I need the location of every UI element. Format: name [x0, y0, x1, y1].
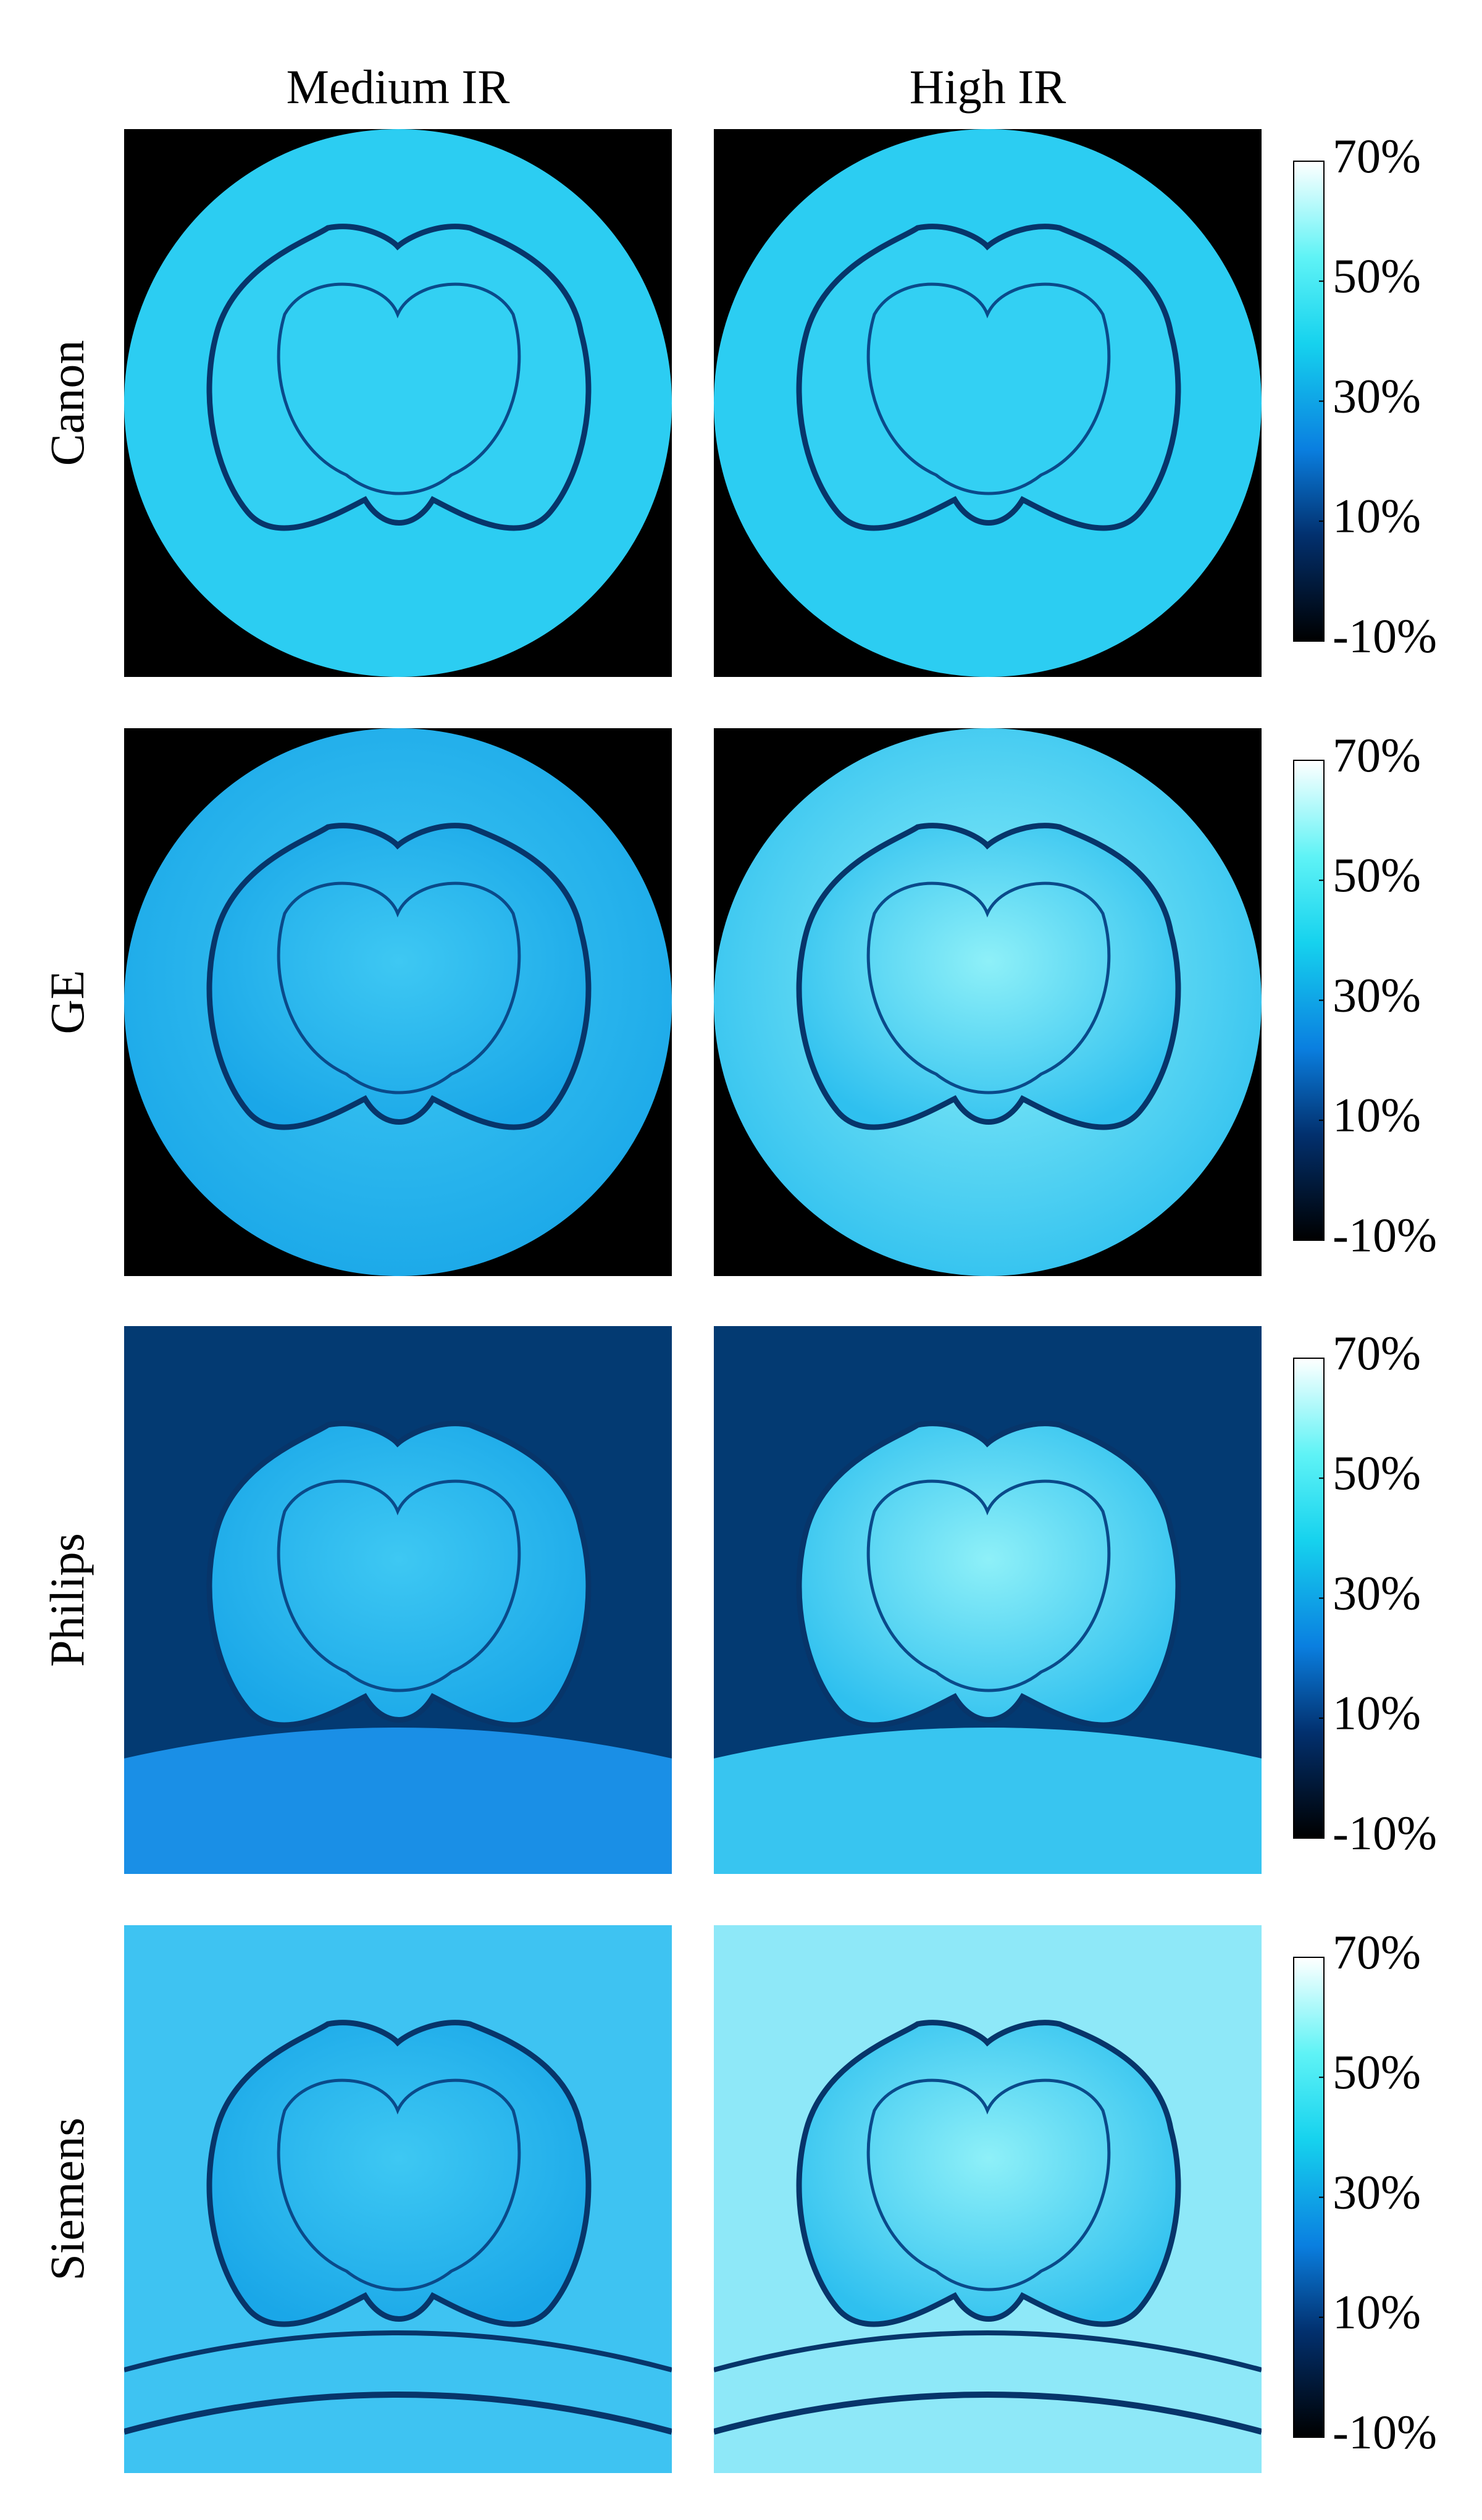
ct-image — [124, 1925, 672, 2473]
colorbar-tick-label: -10% — [1333, 1806, 1437, 1860]
colorbar-tick-label: 30% — [1333, 968, 1421, 1022]
ct-image — [714, 129, 1262, 677]
colorbar-tick-label: 10% — [1333, 1088, 1421, 1142]
colorbar: -10% 10% 30% 50% 70% — [1293, 1326, 1437, 1860]
colorbar-tick-label: 50% — [1333, 249, 1421, 303]
colorbar-tick-label: -10% — [1333, 609, 1437, 663]
colorbar: -10% 10% 30% 50% 70% — [1293, 1925, 1437, 2459]
ct-image — [714, 1925, 1262, 2473]
colorbar-tick-label: 30% — [1333, 1566, 1421, 1619]
column-title: Medium IR — [287, 60, 510, 114]
colorbar-tick-label: 10% — [1333, 1686, 1421, 1740]
ct-image — [124, 129, 672, 677]
row-title: Philips — [40, 1533, 94, 1667]
colorbar-tick-label: 70% — [1333, 1326, 1421, 1380]
ct-image — [124, 1326, 672, 1874]
colorbar-tick-label: 50% — [1333, 2045, 1421, 2099]
row-title: Canon — [40, 340, 94, 466]
colorbar-tick-label: 70% — [1333, 1925, 1421, 1979]
ct-image — [124, 728, 672, 1276]
colorbar-gradient — [1293, 760, 1325, 1241]
colorbar-tick-label: 50% — [1333, 848, 1421, 902]
row-title: GE — [40, 970, 94, 1035]
colorbar-gradient — [1293, 161, 1325, 642]
colorbar-tick-label: 70% — [1333, 728, 1421, 782]
column-title: High IR — [910, 60, 1066, 114]
colorbar-tick-label: -10% — [1333, 2405, 1437, 2459]
colorbar-tick-label: 50% — [1333, 1446, 1421, 1500]
row-title: Siemens — [40, 2117, 94, 2280]
colorbar-gradient — [1293, 1957, 1325, 2438]
colorbar-tick-label: -10% — [1333, 1208, 1437, 1262]
ct-image — [714, 1326, 1262, 1874]
ct-image — [714, 728, 1262, 1276]
colorbar-tick-label: 70% — [1333, 129, 1421, 183]
colorbar: -10% 10% 30% 50% 70% — [1293, 129, 1437, 663]
colorbar-tick-label: 10% — [1333, 2285, 1421, 2339]
colorbar-tick-label: 10% — [1333, 489, 1421, 543]
colorbar: -10% 10% 30% 50% 70% — [1293, 728, 1437, 1262]
colorbar-tick-label: 30% — [1333, 2165, 1421, 2219]
colorbar-tick-label: 30% — [1333, 369, 1421, 422]
